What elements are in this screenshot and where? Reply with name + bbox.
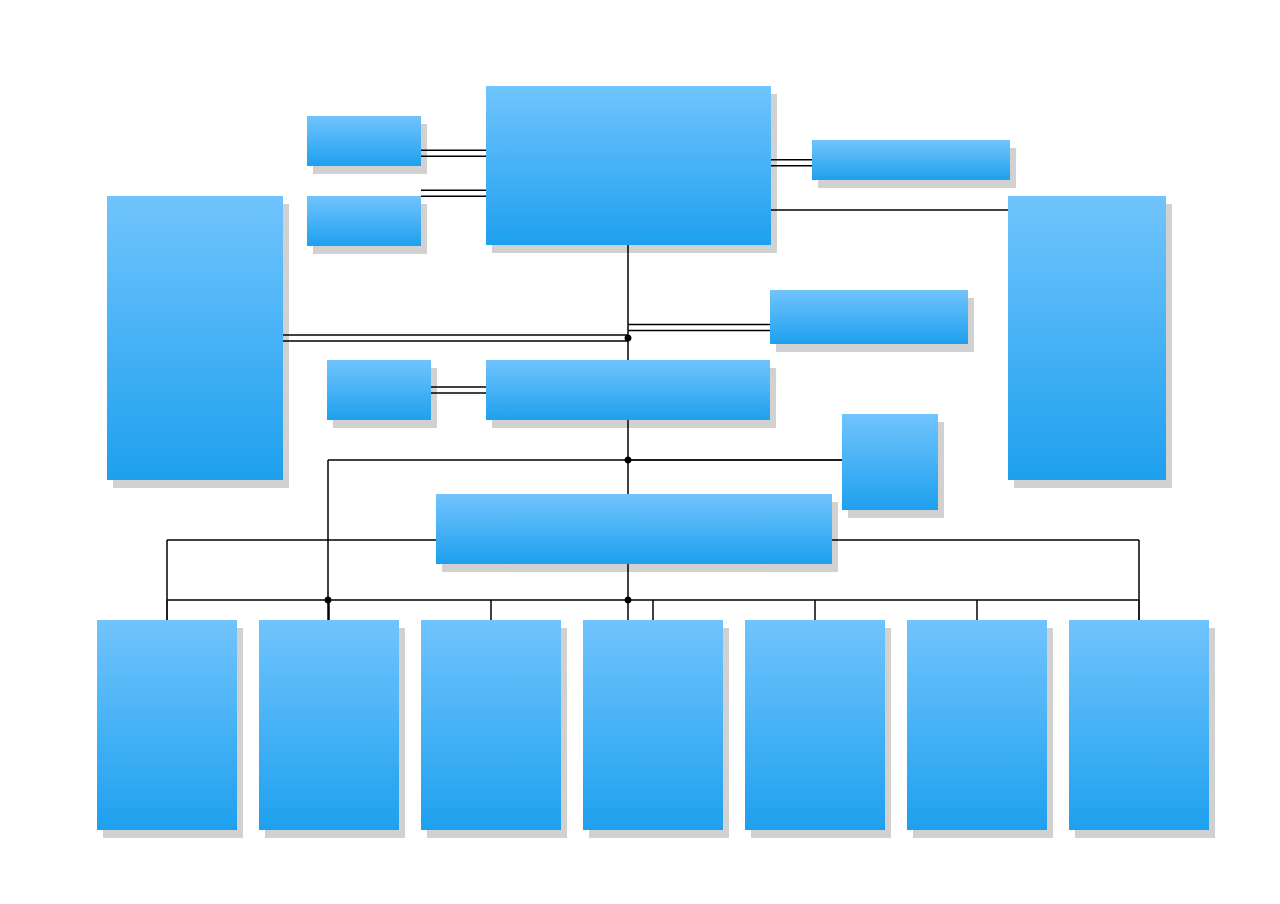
node-mid-main — [486, 360, 770, 420]
node-mid-right-bar — [770, 290, 968, 344]
node-top-right-bar — [812, 140, 1010, 180]
node-top-small-1 — [307, 116, 421, 166]
node-leaf-2 — [259, 620, 399, 830]
node-leaf-3 — [421, 620, 561, 830]
node-leaf-6 — [907, 620, 1047, 830]
node-square — [842, 414, 938, 510]
node-wide-bar — [436, 494, 832, 564]
node-leaf-5 — [745, 620, 885, 830]
node-top-small-2 — [307, 196, 421, 246]
node-top-main — [486, 86, 771, 245]
node-leaf-1 — [97, 620, 237, 830]
node-right-tall — [1008, 196, 1166, 480]
node-left-tall — [107, 196, 283, 480]
node-leaf-4 — [583, 620, 723, 830]
node-mid-left-small — [327, 360, 431, 420]
node-leaf-7 — [1069, 620, 1209, 830]
